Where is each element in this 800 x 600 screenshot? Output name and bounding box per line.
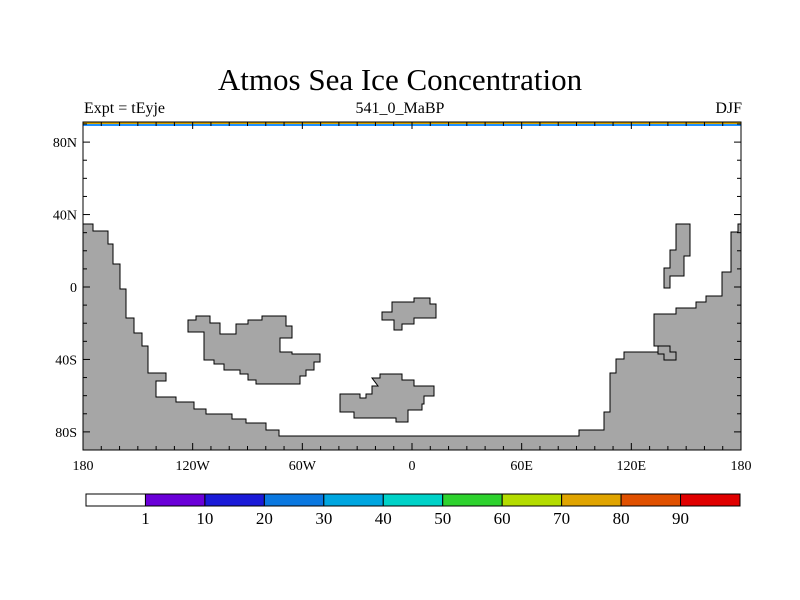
- colorbar-swatch: [323, 493, 384, 507]
- y-tick-label: 40N: [53, 209, 77, 224]
- land-africa: [187, 315, 321, 385]
- x-tick-label: 60W: [289, 459, 317, 474]
- y-tick-label: 80S: [55, 426, 77, 441]
- x-tick-label: 60E: [510, 459, 533, 474]
- colorbar-label: 30: [315, 509, 332, 528]
- season-label: DJF: [715, 100, 742, 117]
- x-tick-label: 120E: [617, 459, 647, 474]
- colorbar-swatch: [501, 493, 563, 507]
- land-fragment-b: [339, 373, 435, 423]
- land-southern: [82, 223, 742, 451]
- colorbar-label: 1: [141, 509, 150, 528]
- experiment-label: Expt = tEyje: [84, 100, 166, 117]
- land-fragment-c: [657, 345, 677, 361]
- y-tick-label: 80N: [53, 136, 77, 151]
- colorbar-swatch: [561, 493, 622, 507]
- y-tick-label: 0: [70, 281, 77, 296]
- colorbar-swatch: [680, 493, 741, 507]
- x-tick-label: 180: [73, 459, 94, 474]
- colorbar-swatch: [442, 493, 503, 507]
- map-title: Atmos Sea Ice Concentration: [217, 62, 583, 97]
- period-label: 541_0_MaBP: [355, 100, 445, 117]
- land-island-right: [663, 223, 691, 289]
- colorbar-label: 40: [375, 509, 392, 528]
- x-tick-label: 0: [409, 459, 416, 474]
- colorbar-swatch: [620, 493, 682, 507]
- colorbar-swatch: [263, 493, 325, 507]
- colorbar-label: 10: [196, 509, 213, 528]
- colorbar-label: 90: [672, 509, 689, 528]
- colorbar-swatch: [382, 493, 444, 507]
- x-tick-label: 180: [731, 459, 752, 474]
- colorbar-label: 50: [434, 509, 451, 528]
- colorbar-swatch: [204, 493, 265, 507]
- land-mask: [82, 223, 742, 451]
- land-fragment-a: [381, 297, 437, 331]
- colorbar-swatch: [85, 493, 146, 507]
- y-tick-label: 40S: [55, 353, 77, 368]
- colorbar-swatch: [144, 493, 206, 507]
- colorbar-label: 60: [494, 509, 511, 528]
- x-tick-label: 120W: [176, 459, 211, 474]
- colorbar-label: 70: [553, 509, 570, 528]
- colorbar: 1 10 20 30 40 50 60 70 80 90: [85, 493, 741, 528]
- colorbar-label: 80: [613, 509, 630, 528]
- axis-ticks: 180 120W 60W 0 60E 120E 180 80N 40N 0 40S 80S: [53, 122, 752, 474]
- colorbar-label: 20: [256, 509, 273, 528]
